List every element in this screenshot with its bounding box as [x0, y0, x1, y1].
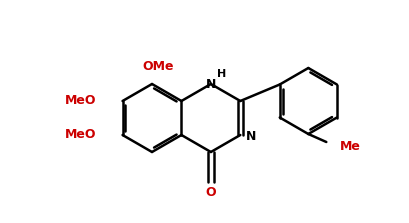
Text: H: H [217, 69, 226, 79]
Text: MeO: MeO [65, 128, 97, 140]
Text: N: N [246, 130, 257, 142]
Text: OMe: OMe [142, 60, 174, 72]
Text: MeO: MeO [65, 93, 97, 107]
Text: Me: Me [340, 140, 361, 153]
Text: N: N [206, 78, 216, 91]
Text: O: O [206, 186, 216, 200]
